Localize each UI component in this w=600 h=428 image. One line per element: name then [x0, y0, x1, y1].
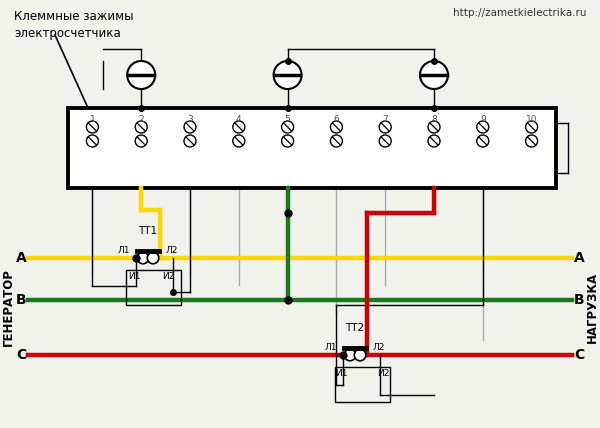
Text: 5: 5 [285, 115, 290, 124]
Circle shape [233, 121, 245, 133]
Circle shape [233, 135, 245, 147]
Circle shape [135, 121, 147, 133]
Circle shape [147, 252, 159, 264]
Circle shape [86, 135, 98, 147]
Circle shape [274, 61, 302, 89]
Text: 3: 3 [187, 115, 193, 124]
Text: И1: И1 [335, 369, 347, 378]
Circle shape [428, 135, 440, 147]
Circle shape [477, 135, 489, 147]
Text: 2: 2 [139, 115, 144, 124]
Text: C: C [574, 348, 584, 362]
Text: И1: И1 [128, 272, 140, 281]
Text: 8: 8 [431, 115, 437, 124]
Text: A: A [574, 251, 584, 265]
Text: Л1: Л1 [118, 246, 130, 255]
Circle shape [331, 121, 343, 133]
Text: http://zametkielectrika.ru: http://zametkielectrika.ru [454, 8, 587, 18]
Text: 7: 7 [382, 115, 388, 124]
Text: ТТ2: ТТ2 [346, 323, 365, 333]
Text: ГЕНЕРАТОР: ГЕНЕРАТОР [1, 268, 14, 346]
Circle shape [379, 135, 391, 147]
Circle shape [184, 121, 196, 133]
Circle shape [354, 349, 366, 361]
Text: ТТ1: ТТ1 [139, 226, 158, 236]
Circle shape [135, 135, 147, 147]
Text: B: B [16, 293, 26, 307]
Text: И2: И2 [162, 272, 174, 281]
Text: A: A [16, 251, 26, 265]
Circle shape [526, 135, 538, 147]
Circle shape [477, 121, 489, 133]
Text: C: C [16, 348, 26, 362]
Text: И2: И2 [377, 369, 389, 378]
Text: НАГРУЗКА: НАГРУЗКА [586, 271, 599, 342]
Bar [68, 108, 556, 188]
Text: Л2: Л2 [373, 342, 385, 351]
Bar [126, 270, 181, 305]
Circle shape [331, 135, 343, 147]
Circle shape [137, 252, 149, 264]
Circle shape [281, 135, 293, 147]
Text: 6: 6 [334, 115, 339, 124]
Bar [335, 367, 390, 402]
Circle shape [127, 61, 155, 89]
Circle shape [281, 121, 293, 133]
Text: Л1: Л1 [325, 342, 337, 351]
Text: 10: 10 [526, 115, 538, 124]
Circle shape [344, 349, 356, 361]
Text: Л2: Л2 [166, 246, 178, 255]
Circle shape [526, 121, 538, 133]
Text: B: B [574, 293, 584, 307]
Circle shape [184, 135, 196, 147]
Circle shape [420, 61, 448, 89]
Circle shape [86, 121, 98, 133]
Circle shape [379, 121, 391, 133]
Text: 1: 1 [89, 115, 95, 124]
Circle shape [428, 121, 440, 133]
Text: Клеммные зажимы
электросчетчика: Клеммные зажимы электросчетчика [14, 10, 133, 40]
Text: 4: 4 [236, 115, 242, 124]
Text: 9: 9 [480, 115, 485, 124]
